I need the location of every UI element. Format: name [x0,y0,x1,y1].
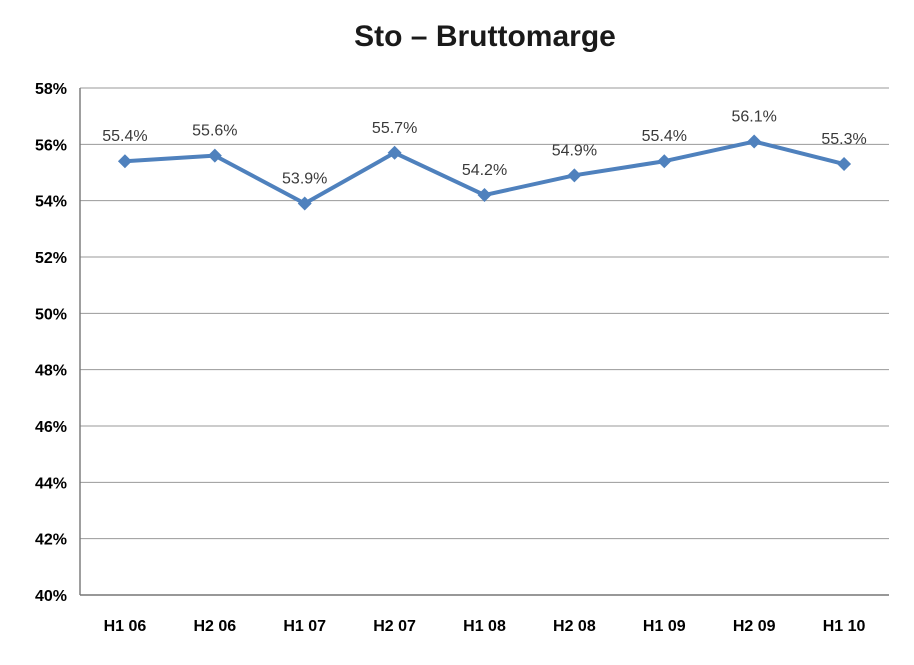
y-tick-label: 44% [35,475,67,492]
data-point-marker [747,134,762,149]
data-point-marker [657,154,672,169]
data-label: 55.4% [642,128,687,145]
data-label: 54.9% [552,142,597,159]
data-point-marker [297,196,312,211]
data-label: 55.7% [372,120,417,137]
data-label: 55.6% [192,123,237,140]
x-tick-label: H1 10 [823,618,866,635]
data-point-marker [477,188,492,203]
data-label: 55.4% [102,128,147,145]
data-point-marker [837,157,852,172]
data-label: 53.9% [282,170,327,187]
y-tick-label: 58% [35,81,67,98]
data-label: 54.2% [462,162,507,179]
x-tick-label: H2 09 [733,618,776,635]
y-tick-label: 46% [35,419,67,436]
x-tick-label: H2 06 [193,618,236,635]
y-tick-label: 56% [35,137,67,154]
y-tick-label: 40% [35,588,67,605]
y-tick-label: 48% [35,363,67,380]
x-tick-label: H2 07 [373,618,416,635]
data-label: 56.1% [731,109,776,126]
x-tick-label: H1 08 [463,618,506,635]
data-point-marker [567,168,582,183]
x-tick-label: H1 06 [104,618,147,635]
y-tick-label: 50% [35,306,67,323]
data-label: 55.3% [821,131,866,148]
y-tick-label: 52% [35,250,67,267]
data-point-marker [387,145,402,160]
x-tick-label: H1 07 [283,618,326,635]
y-tick-label: 54% [35,194,67,211]
data-point-marker [117,154,132,169]
y-tick-label: 42% [35,532,67,549]
x-tick-label: H1 09 [643,618,686,635]
x-tick-label: H2 08 [553,618,596,635]
chart-title: Sto – Bruttomarge [354,20,616,53]
data-point-marker [207,148,222,163]
